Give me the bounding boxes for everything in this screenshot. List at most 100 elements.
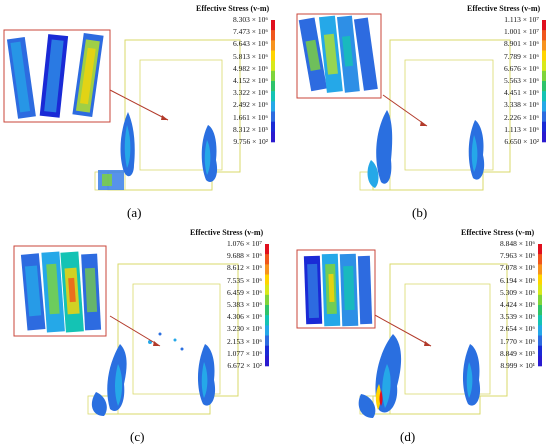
colorbar-segment <box>265 244 269 255</box>
colorbar-tick-label: 8.849 × 10⁵ <box>500 348 535 358</box>
colorbar-segment <box>538 244 542 255</box>
colorbar-segment <box>265 274 269 285</box>
colorbar-tick-label: 6.194 × 10⁶ <box>500 275 535 285</box>
colorbar-tick-label: 4.424 × 10⁶ <box>500 300 535 309</box>
colorbar-segment <box>265 305 269 316</box>
colorbar-segment <box>538 254 542 265</box>
colorbar-segment <box>542 121 546 133</box>
colorbar-segment <box>538 335 542 346</box>
colorbar-tick-label: 2.492 × 10⁶ <box>233 100 268 110</box>
panel-label: (d) <box>400 429 416 444</box>
colorbar-segment <box>271 91 275 102</box>
panel-label: (c) <box>130 429 145 444</box>
colorbar-segment <box>542 101 546 112</box>
colorbar-segment <box>542 60 546 72</box>
colorbar-segment <box>265 264 269 275</box>
colorbar-segment <box>542 111 546 122</box>
colorbar-segment <box>538 274 542 285</box>
colorbar-tick-label: 7.789 × 10⁶ <box>504 51 539 61</box>
colorbar-tick-label: 8.848 × 10⁶ <box>500 239 535 248</box>
colorbar-segment <box>538 325 542 336</box>
colorbar-tick-label: 9.688 × 10⁶ <box>227 251 262 261</box>
colorbar-tick-label: 7.963 × 10⁶ <box>500 251 535 261</box>
colorbar-segment <box>271 111 275 122</box>
colorbar-segment <box>542 40 546 51</box>
colorbar-tick-label: 8.999 × 10¹ <box>500 361 535 370</box>
colorbar-segment <box>271 121 275 133</box>
colorbar-segment <box>265 315 269 326</box>
colorbar-tick-label: 2.226 × 10⁶ <box>504 112 539 122</box>
legend-title: Effective Stress (v-m) <box>190 228 264 237</box>
colorbar-segment <box>265 325 269 336</box>
colorbar-segment <box>538 345 542 357</box>
legend-title: Effective Stress (v-m) <box>467 4 541 13</box>
colorbar-tick-label: 8.901 × 10⁶ <box>504 39 539 49</box>
colorbar-tick-label: 6.650 × 10² <box>504 137 539 146</box>
colorbar-tick-label: 8.312 × 10⁵ <box>233 124 268 134</box>
colorbar-tick-label: 6.643 × 10⁶ <box>233 39 268 49</box>
colorbar-segment <box>271 101 275 112</box>
colorbar-tick-label: 8.303 × 10⁶ <box>233 15 268 24</box>
colorbar-tick-label: 1.661 × 10⁶ <box>233 112 268 122</box>
panel-label: (b) <box>412 205 428 220</box>
colorbar-segment <box>271 20 275 31</box>
colorbar-tick-label: 1.076 × 10⁷ <box>227 239 262 248</box>
panel-b: Effective Stress (v-m) (b) 1.113 × 10⁷ 1.… <box>275 0 550 223</box>
stress-figure-b <box>296 13 546 191</box>
panel-c: Effective Stress (v-m) (c) 1.076 × 10⁷ 9.… <box>0 224 275 447</box>
colorbar-segment <box>271 131 275 143</box>
colorbar-segment <box>538 294 542 306</box>
colorbar-segment <box>265 284 269 296</box>
colorbar-segment <box>542 20 546 31</box>
legend-title: Effective Stress (v-m) <box>461 228 535 237</box>
colorbar-tick-label: 1.770 × 10⁶ <box>500 336 535 346</box>
colorbar-tick-label: 6.676 × 10⁶ <box>504 63 539 73</box>
panel-d: Effective Stress (v-m) (d) 8.848 × 10⁶ 7.… <box>275 224 550 447</box>
panel-a: Effective Stress (v-m) (a) 8.303 × 10⁶ 7.… <box>0 0 275 223</box>
colorbar-tick-label: 3.539 × 10⁶ <box>500 312 535 322</box>
colorbar-tick-label: 4.982 × 10⁶ <box>233 63 268 73</box>
stress-figure-c <box>13 244 269 416</box>
colorbar-segment <box>265 345 269 357</box>
colorbar-tick-label: 1.113 × 10⁶ <box>504 124 539 134</box>
colorbar-segment <box>271 70 275 82</box>
colorbar-tick-label: 5.309 × 10⁶ <box>500 287 535 297</box>
colorbar-tick-label: 6.459 × 10⁶ <box>227 287 262 297</box>
colorbar-tick-label: 4.451 × 10⁶ <box>504 88 539 98</box>
colorbar-tick-label: 4.152 × 10⁶ <box>233 76 268 85</box>
colorbar-tick-label: 5.383 × 10⁶ <box>227 300 262 309</box>
stress-figure-a <box>3 20 275 191</box>
colorbar-tick-label: 3.230 × 10⁶ <box>227 324 262 334</box>
colorbar-segment <box>542 91 546 102</box>
colorbar-tick-label: 4.306 × 10⁶ <box>227 312 262 322</box>
colorbar-segment <box>265 254 269 265</box>
colorbar-segment <box>542 50 546 61</box>
colorbar-tick-label: 3.322 × 10⁶ <box>233 88 268 98</box>
colorbar-tick-label: 3.338 × 10⁶ <box>504 100 539 110</box>
colorbar-segment <box>538 284 542 296</box>
colorbar-segment <box>271 40 275 51</box>
colorbar-segment <box>538 305 542 316</box>
colorbar-segment <box>271 60 275 72</box>
colorbar-tick-label: 7.535 × 10⁶ <box>227 275 262 285</box>
colorbar-segment <box>542 81 546 92</box>
colorbar-segment <box>265 335 269 346</box>
colorbar-tick-label: 7.078 × 10⁶ <box>500 263 535 273</box>
colorbar-segment <box>271 30 275 41</box>
colorbar-segment <box>538 315 542 326</box>
colorbar-segment <box>538 264 542 275</box>
colorbar-tick-label: 5.563 × 10⁶ <box>504 76 539 85</box>
colorbar-tick-label: 2.153 × 10⁶ <box>227 336 262 346</box>
colorbar-tick-label: 8.612 × 10⁶ <box>227 263 262 273</box>
colorbar-segment <box>271 81 275 92</box>
colorbar-segment <box>538 355 542 367</box>
colorbar-segment <box>265 294 269 306</box>
legend-title: Effective Stress (v-m) <box>196 4 270 13</box>
colorbar-segment <box>542 131 546 143</box>
colorbar-tick-label: 1.001 × 10⁷ <box>504 27 539 37</box>
colorbar-tick-label: 7.473 × 10⁶ <box>233 27 268 37</box>
colorbar-segment <box>271 50 275 61</box>
panel-label: (a) <box>127 205 142 220</box>
stress-figure-d <box>296 244 542 418</box>
colorbar-segment <box>542 30 546 41</box>
